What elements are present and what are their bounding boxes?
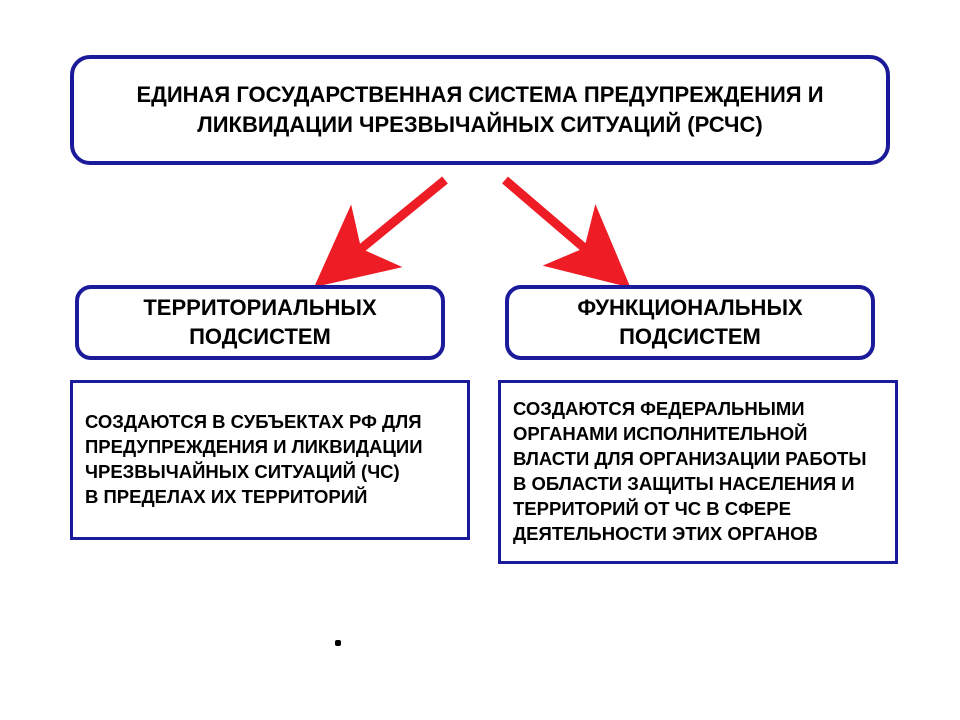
main-title-box: ЕДИНАЯ ГОСУДАРСТВЕННАЯ СИСТЕМА ПРЕДУПРЕЖ…	[70, 55, 890, 165]
right-subtitle-box: ФУНКЦИОНАЛЬНЫХ ПОДСИСТЕМ	[505, 285, 875, 360]
right-subtitle-text: ФУНКЦИОНАЛЬНЫХ ПОДСИСТЕМ	[577, 294, 802, 351]
left-desc-box: СОЗДАЮТСЯ В СУБЪЕКТАХ РФ ДЛЯ ПРЕДУПРЕЖДЕ…	[70, 380, 470, 540]
left-subtitle-box: ТЕРРИТОРИАЛЬНЫХ ПОДСИСТЕМ	[75, 285, 445, 360]
main-title-text: ЕДИНАЯ ГОСУДАРСТВЕННАЯ СИСТЕМА ПРЕДУПРЕЖ…	[80, 80, 880, 139]
diagram-canvas: ЕДИНАЯ ГОСУДАРСТВЕННАЯ СИСТЕМА ПРЕДУПРЕЖ…	[0, 0, 960, 720]
right-desc-text: СОЗДАЮТСЯ ФЕДЕРАЛЬНЫМИ ОРГАНАМИ ИСПОЛНИТ…	[513, 398, 866, 544]
left-desc-text: СОЗДАЮТСЯ В СУБЪЕКТАХ РФ ДЛЯ ПРЕДУПРЕЖДЕ…	[85, 410, 455, 510]
left-subtitle-text: ТЕРРИТОРИАЛЬНЫХ ПОДСИСТЕМ	[143, 294, 376, 351]
right-desc-box: СОЗДАЮТСЯ ФЕДЕРАЛЬНЫМИ ОРГАНАМИ ИСПОЛНИТ…	[498, 380, 898, 564]
stray-dot	[335, 640, 341, 646]
